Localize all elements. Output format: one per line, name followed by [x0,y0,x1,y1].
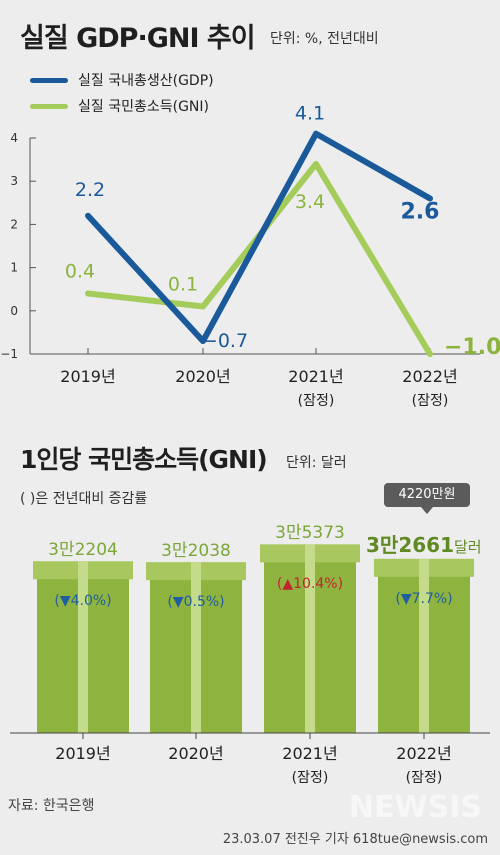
legend-gdp-swatch [30,77,68,83]
krw-callout-badge: 4220만원 [384,483,470,514]
box-ribbon [419,558,429,733]
gni-current-number: 3만2661 [366,532,454,557]
bar-chart-title: 1인당 국민총소득(GNI) [20,445,268,474]
newsis-watermark: NEWSIS [348,790,482,825]
box-ribbon [191,562,201,733]
gni-value-label: 3만2038 [161,541,231,562]
line-chart-title: 실질 GDP·GNI 추이 [20,23,256,54]
legend-gni: 실질 국민총소득(GNI) [30,96,209,116]
gni-box-bar [260,544,360,733]
gni-value-label-current: 3만2661달러 [366,529,482,558]
gni-box-bar [146,562,246,733]
gdp-data-label: −0.7 [202,330,248,352]
x-tick-label: 2019년 [60,367,115,386]
y-tick-label: 0 [10,304,18,318]
bar-x-tick-label: 2019년 [55,744,110,763]
y-tick-label: 2 [10,217,18,231]
gdp-data-label: 2.2 [75,179,105,201]
x-tick-label: 2021년 [288,367,343,386]
gni-data-label: 0.1 [168,273,198,295]
y-tick-label: 3 [10,174,18,188]
bar-x-tick-label: 2020년 [168,744,223,763]
gni-value-label: 3만5373 [275,523,345,544]
gdp-line [85,130,433,345]
bar-chart-unit: 단위: 달러 [286,455,347,471]
source-note: 자료: 한국은행 [8,798,95,814]
gni-current-unit: 달러 [453,537,482,556]
bar-x-tick-sublabel: (잠정) [406,770,443,786]
bar-chart-note: ( )은 전년대비 증감률 [20,491,148,507]
gni-change-label: (▼0.5%) [167,594,225,611]
x-tick-label: 2020년 [175,367,230,386]
gni-data-label: −1.0 [444,335,500,360]
gni-box-bar [374,558,474,733]
gni-change-label: (▼4.0%) [54,593,112,610]
bar-x-tick-sublabel: (잠정) [292,770,329,786]
x-tick-sublabel: (잠정) [298,393,335,409]
legend-gdp-label: 실질 국내총생산(GDP) [78,73,214,89]
gni-data-label: 0.4 [65,261,95,283]
byline: 23.03.07 전진우 기자 618tue@newsis.com [222,832,488,847]
gni-data-label: 3.4 [295,191,325,213]
line-chart-unit: 단위: %, 전년대비 [270,31,379,47]
gni-change-label: (▼7.7%) [395,590,453,607]
legend-gni-label: 실질 국민총소득(GNI) [78,99,209,115]
y-tick-label: 4 [10,131,18,145]
box-ribbon [78,561,88,733]
bar-x-tick-label: 2022년 [396,744,451,763]
gdp-data-label: 4.1 [295,103,325,125]
gdp-data-label: 2.6 [401,199,440,224]
bar-chart: 2019년 2020년 2021년 (잠정) 2022년 (잠정) [10,544,490,786]
y-tick-label: 1 [10,261,18,275]
bar-x-tick-label: 2021년 [282,744,337,763]
gni-change-label: (▲10.4%) [276,576,344,593]
legend-gni-swatch [30,103,68,109]
x-tick-sublabel: (잠정) [412,393,449,409]
legend-gdp: 실질 국내총생산(GDP) [30,70,214,90]
box-ribbon [305,544,315,733]
gni-value-label: 3만2204 [48,540,118,561]
gni-box-bar [33,561,133,733]
y-tick-label: −1 [0,347,18,361]
x-tick-label: 2022년 [402,367,457,386]
line-chart: 4 3 2 1 0 −1 2019년 2020년 2021년 (잠정) 2022년 (잠정) 2.2 −… [0,103,500,409]
